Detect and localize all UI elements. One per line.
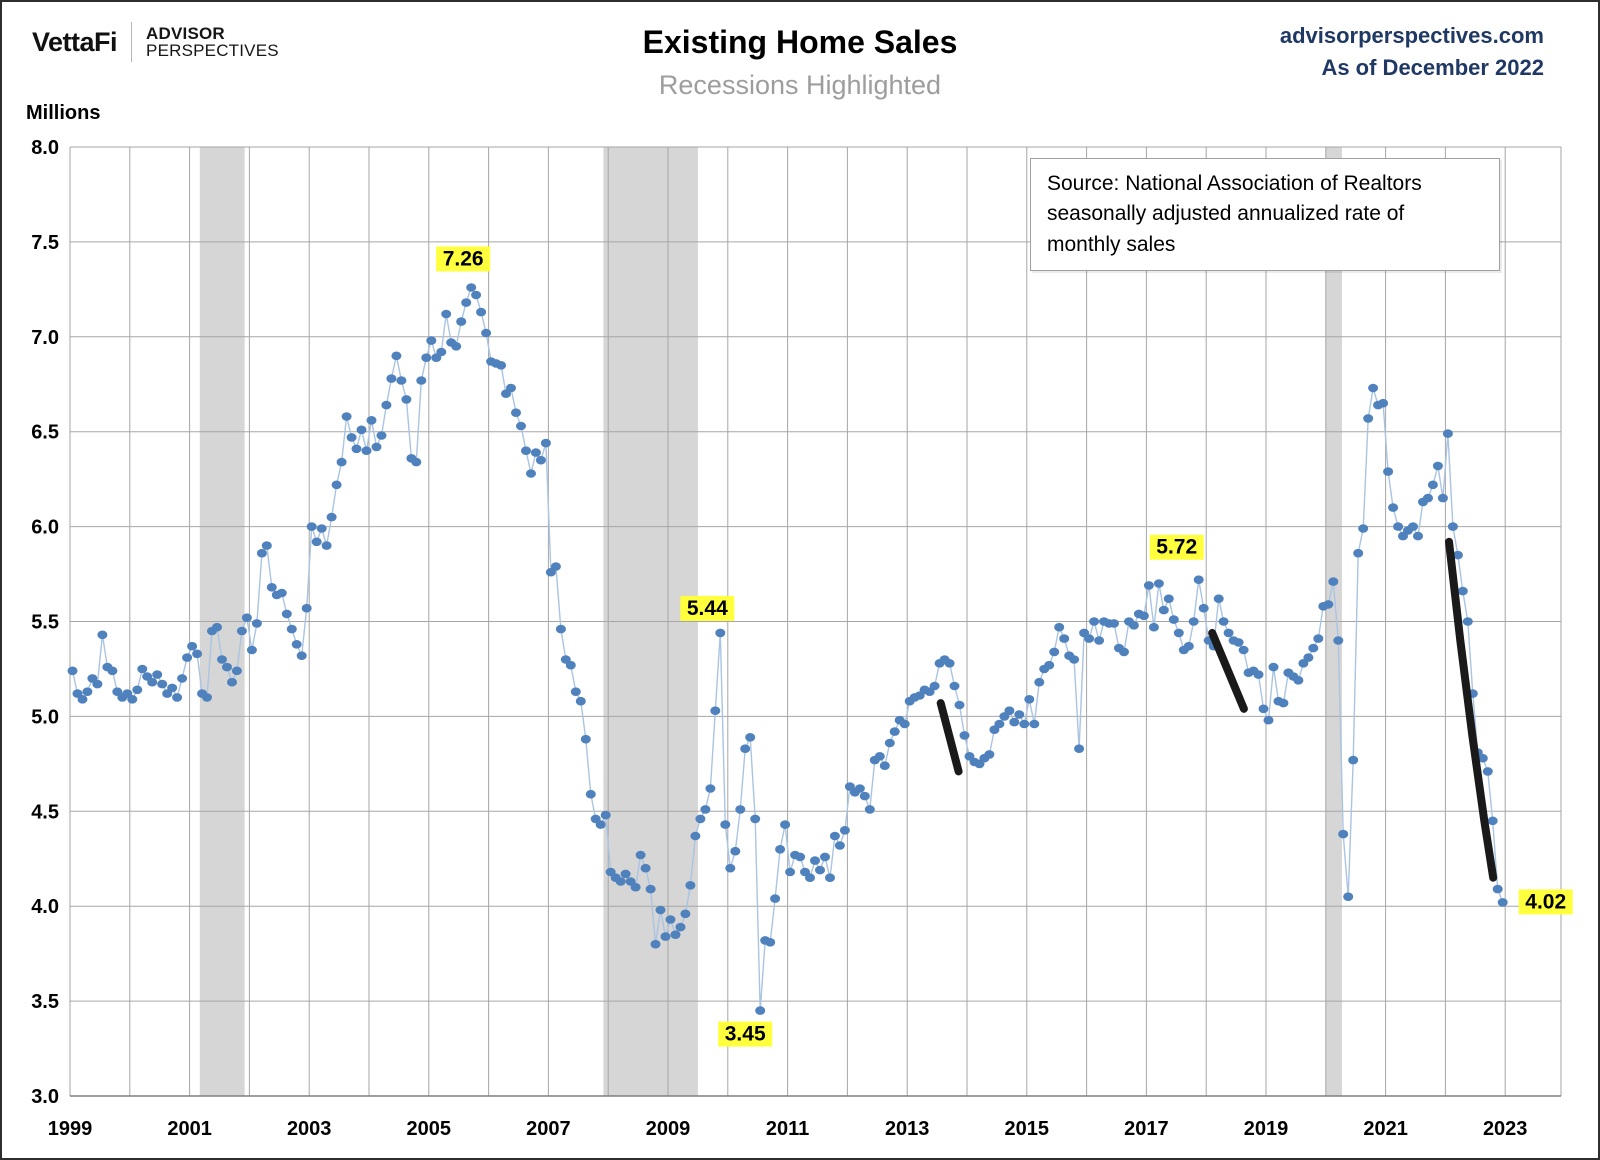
svg-text:2015: 2015 bbox=[1005, 1118, 1050, 1140]
data-points bbox=[67, 283, 1508, 1015]
as-of-date: As of December 2022 bbox=[1321, 54, 1544, 80]
svg-text:2011: 2011 bbox=[766, 1118, 809, 1140]
svg-text:1999: 1999 bbox=[48, 1118, 93, 1140]
svg-text:6.5: 6.5 bbox=[31, 422, 59, 444]
svg-text:4.02: 4.02 bbox=[1525, 890, 1566, 913]
source-note-text: Source: National Association of Realtors… bbox=[1047, 172, 1422, 256]
logo-divider bbox=[131, 22, 133, 62]
axis-tick-labels: 8.0 7.5 7.0 6.5 6.0 5.5 5.0 4.5 4.0 3.5 3.0 1999 200… bbox=[31, 137, 1527, 1140]
svg-text:2009: 2009 bbox=[646, 1118, 691, 1140]
source-note-box: Source: National Association of Realtors… bbox=[1030, 158, 1500, 272]
advisor-wordmark-line: ADVISOR bbox=[146, 23, 225, 43]
svg-text:4.0: 4.0 bbox=[31, 896, 59, 918]
svg-text:2001: 2001 bbox=[167, 1118, 212, 1140]
value-callouts: 7.26 5.44 3.45 5.72 4.02 bbox=[436, 246, 1573, 1047]
svg-text:2003: 2003 bbox=[287, 1118, 332, 1140]
site-url: advisorperspectives.com bbox=[1279, 23, 1544, 48]
svg-text:3.0: 3.0 bbox=[31, 1086, 59, 1108]
vettafi-advisor-perspectives-logo: VettaFi ADVISOR PERSPECTIVES bbox=[32, 22, 279, 62]
svg-text:2013: 2013 bbox=[885, 1118, 930, 1140]
svg-text:5.72: 5.72 bbox=[1156, 536, 1197, 559]
trend-annotation-strokes bbox=[936, 537, 1498, 882]
svg-text:2023: 2023 bbox=[1483, 1118, 1528, 1140]
svg-text:7.26: 7.26 bbox=[443, 247, 484, 270]
svg-text:2017: 2017 bbox=[1124, 1118, 1169, 1140]
svg-text:5.0: 5.0 bbox=[31, 706, 59, 728]
svg-text:3.5: 3.5 bbox=[31, 991, 59, 1013]
svg-text:4.5: 4.5 bbox=[31, 801, 59, 823]
svg-text:8.0: 8.0 bbox=[31, 137, 59, 159]
perspectives-wordmark-line: PERSPECTIVES bbox=[146, 41, 279, 60]
svg-text:5.44: 5.44 bbox=[687, 597, 728, 620]
site-attribution: advisorperspectives.com As of December 2… bbox=[1280, 20, 1544, 84]
y-axis-unit-label: Millions bbox=[26, 102, 101, 124]
svg-text:2021: 2021 bbox=[1363, 1118, 1408, 1140]
svg-text:2019: 2019 bbox=[1244, 1118, 1289, 1140]
svg-text:6.0: 6.0 bbox=[31, 517, 59, 539]
svg-text:7.0: 7.0 bbox=[31, 327, 59, 349]
svg-text:3.45: 3.45 bbox=[725, 1023, 766, 1046]
svg-text:2005: 2005 bbox=[407, 1118, 452, 1140]
advisor-perspectives-wordmark: ADVISOR PERSPECTIVES bbox=[146, 23, 279, 60]
svg-text:5.5: 5.5 bbox=[31, 612, 59, 634]
vettafi-logo-text: VettaFi bbox=[32, 26, 118, 57]
svg-text:7.5: 7.5 bbox=[31, 232, 59, 254]
svg-text:2007: 2007 bbox=[526, 1118, 571, 1140]
